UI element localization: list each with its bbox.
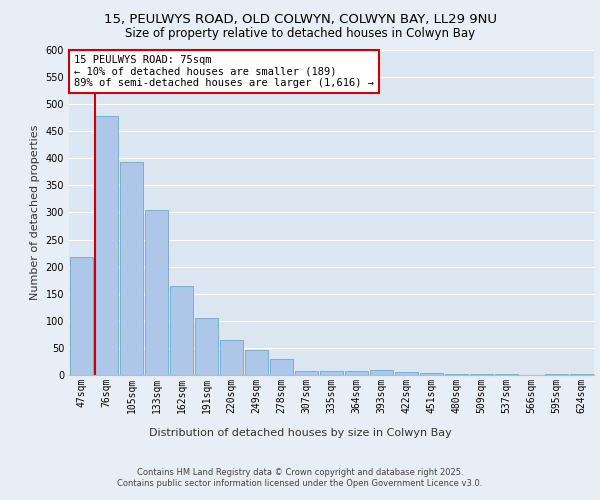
Bar xyxy=(470,374,493,375)
Bar xyxy=(370,370,394,375)
Bar xyxy=(119,162,143,375)
Bar xyxy=(245,350,268,375)
Bar xyxy=(445,374,469,375)
Y-axis label: Number of detached properties: Number of detached properties xyxy=(30,125,40,300)
Bar xyxy=(145,210,169,375)
Bar xyxy=(95,116,118,375)
Bar xyxy=(320,371,343,375)
Bar xyxy=(344,370,368,375)
Bar xyxy=(395,372,418,375)
Bar xyxy=(70,257,94,375)
Bar xyxy=(170,286,193,375)
Bar xyxy=(194,318,218,375)
Text: 15 PEULWYS ROAD: 75sqm
← 10% of detached houses are smaller (189)
89% of semi-de: 15 PEULWYS ROAD: 75sqm ← 10% of detached… xyxy=(74,55,374,88)
Bar xyxy=(569,374,593,375)
Bar xyxy=(220,340,244,375)
Text: 15, PEULWYS ROAD, OLD COLWYN, COLWYN BAY, LL29 9NU: 15, PEULWYS ROAD, OLD COLWYN, COLWYN BAY… xyxy=(104,12,497,26)
Bar xyxy=(295,370,319,375)
Bar xyxy=(494,374,518,375)
Text: Contains HM Land Registry data © Crown copyright and database right 2025.
Contai: Contains HM Land Registry data © Crown c… xyxy=(118,468,482,487)
Text: Distribution of detached houses by size in Colwyn Bay: Distribution of detached houses by size … xyxy=(149,428,451,438)
Bar xyxy=(545,374,568,375)
Bar xyxy=(269,359,293,375)
Text: Size of property relative to detached houses in Colwyn Bay: Size of property relative to detached ho… xyxy=(125,28,475,40)
Bar xyxy=(419,374,443,375)
